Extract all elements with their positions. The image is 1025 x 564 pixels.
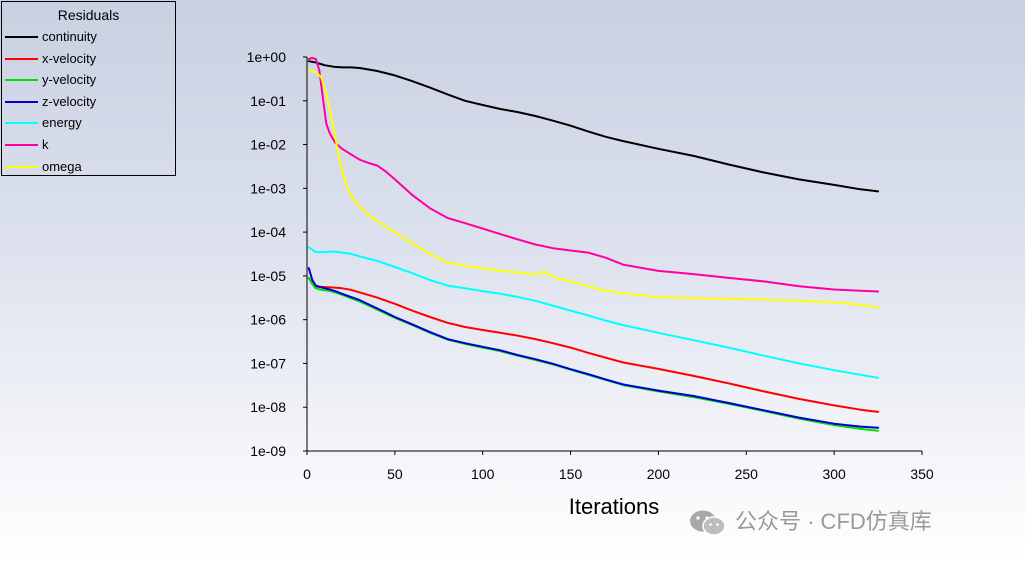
legend-swatch <box>5 57 38 60</box>
legend-item-continuity: continuity <box>5 28 175 46</box>
series-line-x-velocity <box>307 276 880 413</box>
series-line-z-velocity <box>307 267 880 429</box>
legend-item-x-velocity: x-velocity <box>5 50 175 68</box>
x-tick-label: 350 <box>910 466 934 482</box>
y-tick-label: 1e-06 <box>250 312 286 328</box>
series-line-continuity <box>307 60 880 193</box>
x-axis-label: Iterations <box>569 494 660 519</box>
x-tick-label: 100 <box>471 466 495 482</box>
wechat-icon <box>690 510 726 536</box>
legend-swatch <box>5 122 38 125</box>
y-tick-label: 1e-05 <box>250 268 286 284</box>
y-tick-label: 1e-09 <box>250 443 286 459</box>
legend-label: k <box>42 137 49 152</box>
series-layer <box>307 57 880 432</box>
legend-swatch <box>5 165 38 168</box>
y-tick-label: 1e-08 <box>250 399 286 415</box>
legend-swatch <box>5 36 38 38</box>
legend-label: energy <box>42 115 82 131</box>
legend-item-y-velocity: y-velocity <box>5 71 175 89</box>
x-tick-label: 300 <box>822 466 846 482</box>
x-tick-label: 50 <box>387 466 403 482</box>
legend-label: y-velocity <box>42 72 97 88</box>
series-line-k <box>307 57 880 293</box>
series-line-energy <box>307 246 880 379</box>
y-tick-label: 1e-03 <box>250 180 286 196</box>
watermark: 公众号 · CFD仿真库 <box>688 506 1008 538</box>
legend-item-omega: omega <box>5 158 175 176</box>
legend-title: Residuals <box>57 7 120 23</box>
legend-swatch <box>5 79 38 82</box>
legend-label: continuity <box>42 29 97 44</box>
chart-axes: 1e+00 1e-01 1e-02 1e-03 1e-04 1e-05 1e-06 1e-07… <box>247 49 934 482</box>
y-tick-label: 1e-02 <box>250 137 286 153</box>
x-tick-label: 250 <box>735 466 759 482</box>
legend-label: x-velocity <box>42 50 97 66</box>
x-tick-label: 0 <box>303 466 311 482</box>
y-tick-label: 1e-07 <box>250 355 286 371</box>
x-tick-label: 150 <box>559 466 583 482</box>
y-tick-label: 1e-01 <box>250 93 286 109</box>
legend-item-z-velocity: z-velocity <box>5 93 175 111</box>
legend-item-energy: energy <box>5 114 175 132</box>
series-line-omega <box>307 69 880 309</box>
x-tick-label: 200 <box>647 466 671 482</box>
legend-swatch <box>5 144 38 146</box>
watermark-text: 公众号 · CFD仿真库 <box>735 509 932 534</box>
legend-swatch <box>5 100 38 103</box>
y-tick-label: 1e-04 <box>250 224 286 240</box>
legend-label: omega <box>42 158 82 174</box>
y-tick-label: 1e+00 <box>247 49 287 65</box>
legend: Residuals continuity x-velocity y-velocity… <box>1 1 176 176</box>
legend-item-k: k <box>5 136 175 154</box>
legend-label: z-velocity <box>42 93 97 109</box>
